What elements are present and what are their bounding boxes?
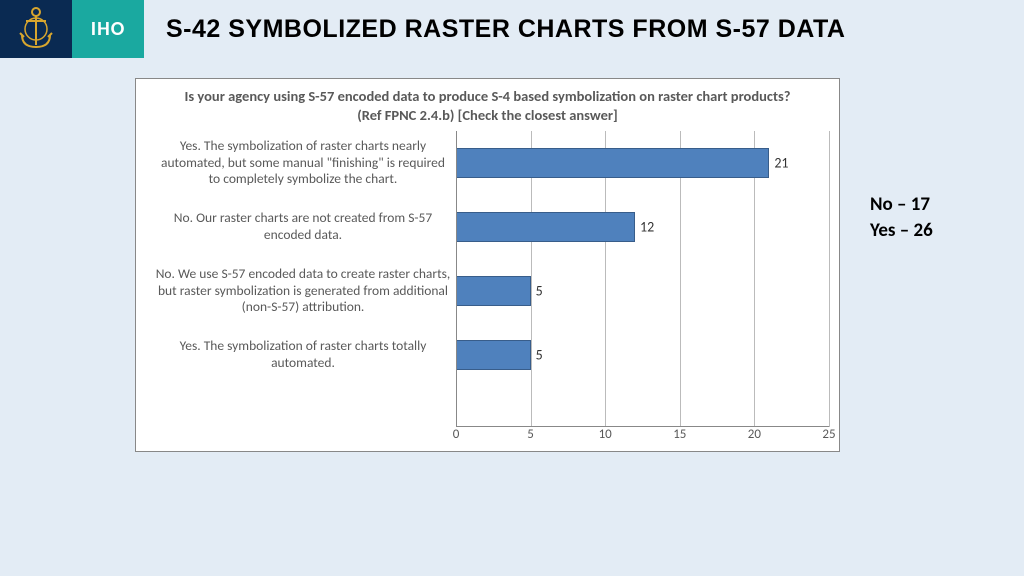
category-label: No. We use S-57 encoded data to create r… bbox=[146, 266, 456, 317]
x-tick-label: 25 bbox=[822, 427, 835, 442]
bar: 5 bbox=[456, 340, 531, 370]
header-bar: IHO S-42 SYMBOLIZED RASTER CHARTS FROM S… bbox=[0, 0, 1024, 58]
chart-row: Yes. The symbolization of raster charts … bbox=[146, 131, 829, 195]
x-tick-label: 0 bbox=[453, 427, 460, 442]
category-label: Yes. The symbolization of raster charts … bbox=[146, 338, 456, 372]
bar: 12 bbox=[456, 212, 635, 242]
page-title: S-42 SYMBOLIZED RASTER CHARTS FROM S-57 … bbox=[166, 15, 845, 44]
bar-zone: 5 bbox=[456, 323, 829, 387]
anchor-icon bbox=[16, 5, 56, 53]
chart-row: No. Our raster charts are not created fr… bbox=[146, 195, 829, 259]
iho-crest-logo bbox=[0, 0, 72, 58]
summary-no: No – 17 bbox=[870, 192, 933, 218]
x-axis-labels: 0510152025 bbox=[456, 427, 829, 447]
bar-value: 5 bbox=[536, 347, 543, 364]
bar: 5 bbox=[456, 276, 531, 306]
bar-zone: 21 bbox=[456, 131, 829, 195]
bar: 21 bbox=[456, 148, 769, 178]
chart-title: Is your agency using S-57 encoded data t… bbox=[136, 79, 839, 131]
x-tick-label: 15 bbox=[673, 427, 686, 442]
bar-value: 21 bbox=[774, 155, 788, 172]
category-label: Yes. The symbolization of raster charts … bbox=[146, 138, 456, 189]
gridline bbox=[829, 131, 830, 427]
x-tick-label: 10 bbox=[599, 427, 612, 442]
bar-value: 12 bbox=[640, 219, 654, 236]
y-axis-line bbox=[456, 131, 457, 427]
x-tick-label: 20 bbox=[748, 427, 761, 442]
x-tick-label: 5 bbox=[527, 427, 534, 442]
bar-zone: 5 bbox=[456, 259, 829, 323]
x-axis-line bbox=[456, 426, 829, 427]
category-label: No. Our raster charts are not created fr… bbox=[146, 210, 456, 244]
summary-yes: Yes – 26 bbox=[870, 218, 933, 244]
bar-value: 5 bbox=[536, 283, 543, 300]
chart-row: No. We use S-57 encoded data to create r… bbox=[146, 259, 829, 323]
iho-text: IHO bbox=[91, 17, 125, 41]
summary-counts: No – 17 Yes – 26 bbox=[870, 192, 933, 243]
chart-row: Yes. The symbolization of raster charts … bbox=[146, 323, 829, 387]
plot-area: Yes. The symbolization of raster charts … bbox=[146, 131, 829, 427]
iho-text-logo: IHO bbox=[72, 0, 144, 58]
bar-zone: 12 bbox=[456, 195, 829, 259]
survey-chart: Is your agency using S-57 encoded data t… bbox=[135, 78, 840, 452]
